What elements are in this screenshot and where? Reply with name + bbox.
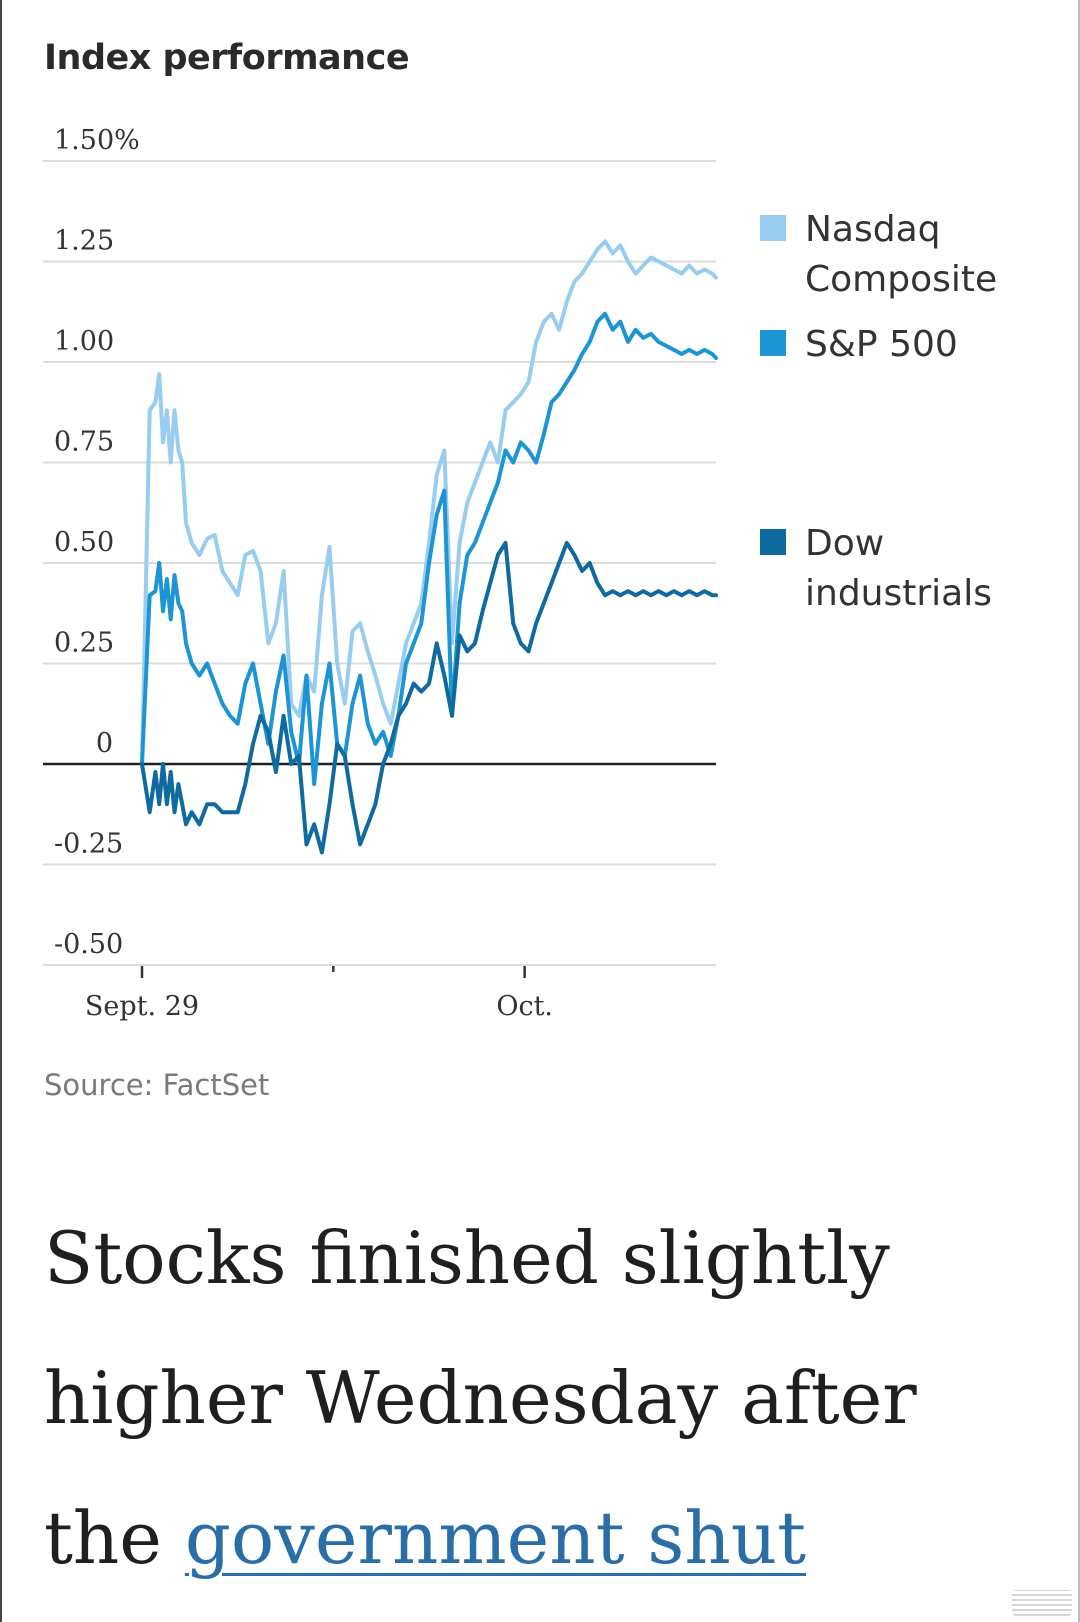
y-tick-label: -0.50 <box>54 929 123 960</box>
legend-label: S&P 500 <box>805 324 958 365</box>
y-tick-label: 0 <box>96 728 113 759</box>
y-tick-label: 0.50 <box>54 527 114 558</box>
y-tick-label: 0.75 <box>54 427 114 458</box>
y-tick-label: 1.50% <box>54 125 140 156</box>
series-line-dow-industrials <box>140 540 718 855</box>
legend-swatch <box>760 529 786 555</box>
headline-link[interactable]: government shut <box>184 1496 807 1580</box>
legend-label: industrials <box>805 573 992 614</box>
series-line-nasdaq-composite <box>140 239 718 766</box>
legend-swatch <box>760 215 786 241</box>
scroll-handle[interactable] <box>1012 1590 1072 1616</box>
x-tick-label: Oct. <box>496 991 553 1022</box>
legend-label: Composite <box>805 259 997 300</box>
frame-border-left <box>0 0 2 1622</box>
y-tick-label: 0.25 <box>54 628 114 659</box>
frame-border-right <box>1078 0 1080 1622</box>
chart-title: Index performance <box>44 38 410 78</box>
index-performance-chart: 1.50% 1.25 1.00 0.75 0.50 0.25 0 -0.25 -0.50 Sept… <box>43 125 997 1022</box>
y-tick-label: 1.25 <box>54 226 114 257</box>
series-line-s-p-500 <box>140 311 718 787</box>
x-tick-label: Sept. 29 <box>85 991 199 1022</box>
legend-label: Dow <box>805 523 884 564</box>
y-tick-label: 1.00 <box>54 326 114 357</box>
headline-text: Stocks finished slightly higher Wednesda… <box>44 1216 917 1580</box>
y-tick-label: -0.25 <box>54 829 123 860</box>
legend-label: Nasdaq <box>805 209 941 250</box>
article-headline: Stocks finished slightly higher Wednesda… <box>44 1188 1054 1608</box>
source-note: Source: FactSet <box>44 1068 270 1102</box>
legend-swatch <box>760 330 786 356</box>
